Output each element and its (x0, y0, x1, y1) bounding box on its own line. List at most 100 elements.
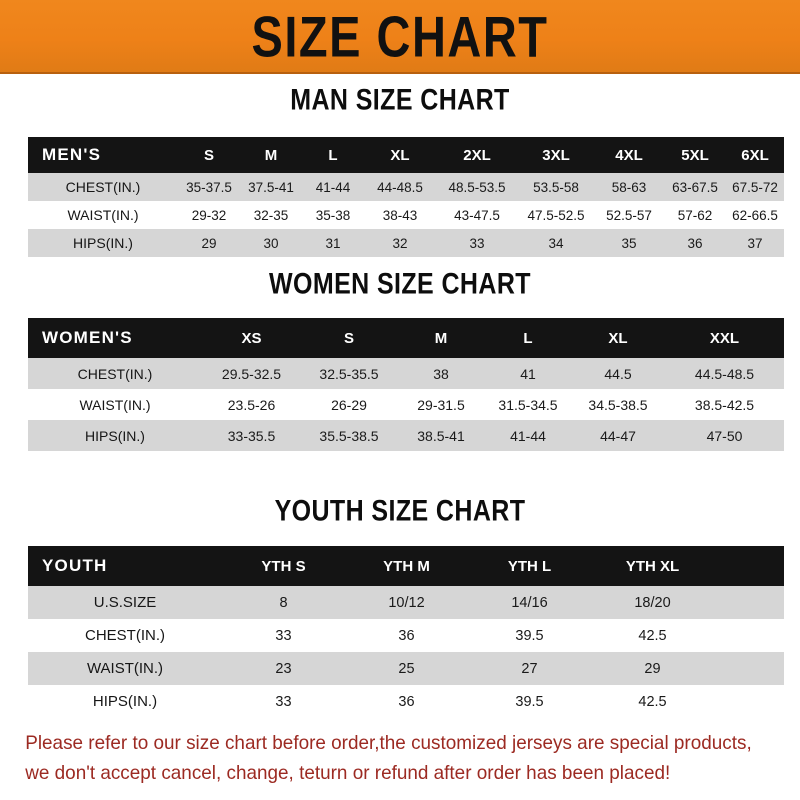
cell: 44-47 (600, 427, 636, 444)
youth-size-col-1: YTH M (383, 557, 430, 575)
man-size-table: MEN'S S M L XL 2XL 3XL 4XL 5XL 6XL CHEST… (28, 137, 784, 257)
cell: 41-44 (315, 179, 351, 195)
women-section-title: WOMEN SIZE CHART (269, 267, 531, 301)
table-row: CHEST(IN.) 35-37.5 37.5-41 41-44 44-48.5… (28, 173, 784, 201)
table-row: WAIST(IN.) 23.5-26 26-29 29-31.5 31.5-34… (28, 389, 784, 420)
cell: 44.5 (604, 365, 632, 382)
table-header-row: YOUTH YTH S YTH M YTH L YTH XL (28, 546, 784, 586)
cell: 48.5-53.5 (448, 179, 506, 195)
cell: 32.5-35.5 (319, 365, 379, 382)
cell: 37.5-41 (248, 179, 294, 195)
cell: 31 (325, 235, 341, 251)
women-header-label: WOMEN'S (42, 328, 133, 347)
cell: 32-35 (253, 207, 289, 223)
cell: 25 (398, 660, 415, 677)
youth-size-col-0: YTH S (261, 557, 306, 575)
women-size-col-0: XS (241, 329, 262, 347)
cell-spacer (714, 685, 784, 718)
youth-header-label: YOUTH (42, 556, 108, 575)
women-table-body: CHEST(IN.) 29.5-32.5 32.5-35.5 38 41 44.… (28, 358, 784, 451)
cell: 23 (275, 660, 292, 677)
cell: 23.5-26 (227, 396, 276, 413)
row-label: HIPS(IN.) (73, 235, 133, 251)
man-size-col-7: 5XL (681, 146, 709, 164)
cell: 18/20 (634, 594, 671, 611)
youth-table-body: U.S.SIZE 8 10/12 14/16 18/20 CHEST(IN.) … (28, 586, 784, 718)
man-section-title: MAN SIZE CHART (290, 83, 510, 117)
row-label: HIPS(IN.) (85, 427, 145, 444)
cell: 35-37.5 (186, 179, 232, 195)
women-size-col-5: XXL (709, 329, 740, 347)
table-row: HIPS(IN.) 33 36 39.5 42.5 (28, 685, 784, 718)
cell: 44-48.5 (377, 179, 423, 195)
man-header-label: MEN'S (42, 145, 102, 164)
row-label: CHEST(IN.) (65, 179, 141, 195)
cell: 62-66.5 (732, 207, 778, 223)
table-row: HIPS(IN.) 33-35.5 35.5-38.5 38.5-41 41-4… (28, 420, 784, 451)
youth-size-col-3: YTH XL (625, 557, 680, 575)
youth-size-table: YOUTH YTH S YTH M YTH L YTH XL U.S.SIZE … (28, 546, 784, 718)
cell: 32 (392, 235, 408, 251)
cell: 38 (433, 365, 449, 382)
cell-spacer (714, 619, 784, 652)
man-size-col-8: 6XL (741, 146, 769, 164)
cell-spacer (714, 652, 784, 685)
cell: 34 (548, 235, 564, 251)
row-label: WAIST(IN.) (86, 660, 164, 677)
cell: 33 (275, 627, 292, 644)
cell: 29-31.5 (417, 396, 465, 413)
cell: 29.5-32.5 (221, 365, 282, 382)
table-row: WAIST(IN.) 23 25 27 29 (28, 652, 784, 685)
youth-size-col-spacer (714, 546, 784, 586)
row-label: CHEST(IN.) (85, 627, 165, 644)
cell: 29 (644, 660, 661, 677)
man-table-header: MEN'S S M L XL 2XL 3XL 4XL 5XL 6XL (28, 137, 784, 173)
cell: 29-32 (191, 207, 227, 223)
cell: 27 (521, 660, 538, 677)
cell: 44.5-48.5 (694, 365, 755, 382)
women-table-header: WOMEN'S XS S M L XL XXL (28, 318, 784, 358)
cell: 52.5-57 (606, 207, 652, 223)
cell: 30 (263, 235, 279, 251)
table-row: U.S.SIZE 8 10/12 14/16 18/20 (28, 586, 784, 619)
cell: 42.5 (638, 627, 667, 644)
cell: 53.5-58 (533, 179, 579, 195)
cell: 38-43 (382, 207, 418, 223)
women-size-col-3: L (523, 329, 533, 347)
page-banner: SIZE CHART (0, 0, 800, 74)
cell-spacer (714, 586, 784, 619)
women-size-col-4: XL (608, 329, 628, 347)
man-size-col-5: 3XL (542, 146, 570, 164)
cell: 58-63 (611, 179, 647, 195)
cell: 67.5-72 (732, 179, 778, 195)
cell: 36 (687, 235, 703, 251)
cell: 35 (621, 235, 637, 251)
row-label: U.S.SIZE (93, 594, 157, 611)
cell: 31.5-34.5 (498, 396, 558, 413)
women-size-col-1: S (343, 329, 354, 347)
table-header-row: WOMEN'S XS S M L XL XXL (28, 318, 784, 358)
cell: 39.5 (515, 627, 544, 644)
man-size-col-3: XL (390, 146, 410, 164)
cell: 35-38 (315, 207, 351, 223)
women-size-col-2: M (434, 329, 448, 347)
table-row: WAIST(IN.) 29-32 32-35 35-38 38-43 43-47… (28, 201, 784, 229)
table-row: HIPS(IN.) 29 30 31 32 33 34 35 36 37 (28, 229, 784, 257)
cell: 35.5-38.5 (319, 427, 379, 444)
man-size-col-4: 2XL (463, 146, 491, 164)
cell: 14/16 (511, 594, 548, 611)
row-label: WAIST(IN.) (67, 207, 139, 223)
cell: 41 (520, 365, 536, 382)
cell: 38.5-41 (417, 427, 465, 444)
cell: 26-29 (331, 396, 367, 413)
cell: 37 (747, 235, 763, 251)
man-size-col-6: 4XL (615, 146, 643, 164)
youth-size-col-2: YTH L (507, 557, 552, 575)
youth-section-title: YOUTH SIZE CHART (274, 494, 526, 528)
page-title: SIZE CHART (251, 3, 549, 69)
footer-note-line-2: we don't accept cancel, change, teturn o… (25, 762, 671, 784)
cell: 8 (279, 594, 288, 611)
cell: 36 (398, 627, 415, 644)
row-label: CHEST(IN.) (77, 365, 153, 382)
